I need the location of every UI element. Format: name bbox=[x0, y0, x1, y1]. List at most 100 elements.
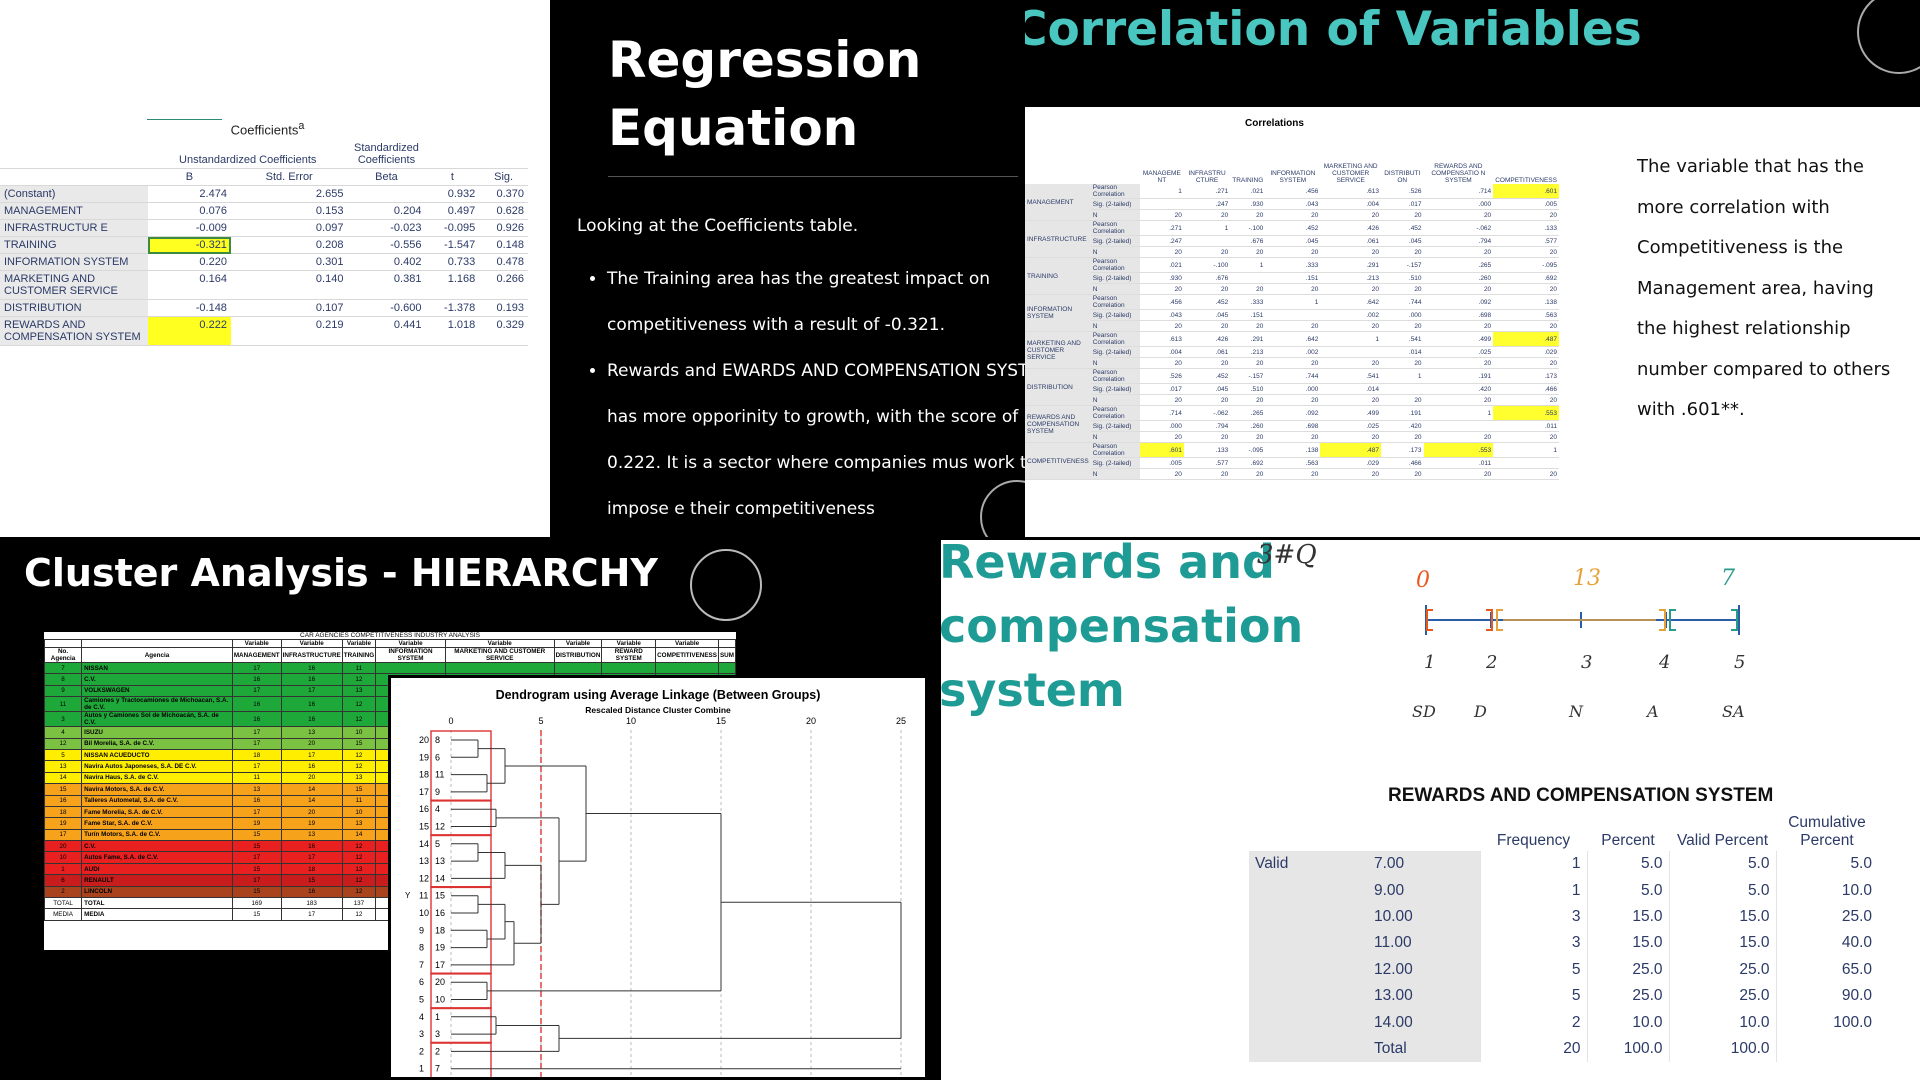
sig-spacer bbox=[479, 138, 528, 169]
cell-beta: 0.381 bbox=[347, 270, 426, 300]
cell: 20 bbox=[1423, 320, 1494, 332]
variable-header: Variable bbox=[375, 639, 446, 648]
cell: 20 bbox=[1183, 394, 1231, 406]
cell: .698 bbox=[1265, 420, 1321, 432]
cell: .499 bbox=[1320, 405, 1381, 421]
cell: .005 bbox=[1493, 198, 1559, 210]
table-row: TRAINING Pearson Correlation .021 -.100 1.33… bbox=[1025, 257, 1559, 295]
cell-infrastructure: 16 bbox=[280, 711, 343, 728]
column-header: DISTRIBUTI ON bbox=[1384, 170, 1421, 184]
x-tick-label: 25 bbox=[896, 716, 906, 726]
leaf-label: 18 bbox=[419, 770, 429, 780]
cell: .526 bbox=[1139, 368, 1184, 384]
coefficients-panel: Coefficientsa Unstandardized Coefficient… bbox=[0, 0, 550, 537]
cell: .000 bbox=[1265, 383, 1321, 395]
agency-name: AUDI bbox=[81, 862, 233, 876]
cell: .676 bbox=[1183, 272, 1231, 284]
cell-beta: -0.600 bbox=[347, 299, 426, 317]
cell: .676 bbox=[1230, 235, 1266, 247]
row-label: INFRASTRUCTURE bbox=[1025, 220, 1091, 258]
case-label: 5 bbox=[435, 839, 440, 849]
agency-name: LINCOLN bbox=[81, 885, 233, 899]
cell: .151 bbox=[1230, 309, 1266, 321]
agency-name: Autos Fame, S.A. de C.V. bbox=[81, 851, 233, 864]
stat-label: N bbox=[1090, 283, 1140, 295]
leaf-label: 6 bbox=[419, 977, 424, 987]
stat-label: Sig. (2-tailed) bbox=[1090, 272, 1140, 284]
cell-training: 12 bbox=[341, 760, 377, 773]
blank-header bbox=[43, 639, 83, 648]
cell: .025 bbox=[1423, 346, 1494, 358]
cell: .092 bbox=[1265, 405, 1321, 421]
case-label: 1 bbox=[435, 1012, 440, 1022]
leaf-label: 19 bbox=[419, 752, 429, 762]
cell-management: 17 bbox=[231, 661, 282, 675]
cell: .577 bbox=[1493, 235, 1559, 247]
valid-label: Valid bbox=[1249, 851, 1368, 878]
cell: .061 bbox=[1183, 346, 1231, 358]
column-header: REWARD SYSTEM bbox=[601, 647, 657, 663]
case-label: 3 bbox=[435, 1029, 440, 1039]
cell-t: 1.168 bbox=[425, 270, 480, 300]
cell-management: 15 bbox=[231, 828, 282, 842]
agency-name: Navira Autos Japoneses, S.A. DE C.V. bbox=[81, 760, 233, 773]
cell-management: 19 bbox=[231, 817, 282, 830]
agency-name: Camiones y Tractocamiones de Michoacan, … bbox=[81, 696, 233, 713]
cell: 20 bbox=[1320, 431, 1381, 443]
case-label: 15 bbox=[435, 891, 445, 901]
stat-label: Pearson Correlation bbox=[1090, 442, 1140, 458]
regression-title-line2: Equation bbox=[608, 99, 859, 157]
stat-label: N bbox=[1090, 431, 1140, 443]
cell: 20 bbox=[1230, 320, 1266, 332]
cell-training: 137 bbox=[341, 897, 377, 910]
cell-management: 15 bbox=[231, 908, 282, 921]
cell: .029 bbox=[1493, 346, 1559, 358]
cell: -.157 bbox=[1230, 368, 1266, 384]
cell-beta: -0.023 bbox=[347, 219, 426, 237]
cell: .577 bbox=[1183, 457, 1231, 469]
cell: .043 bbox=[1265, 198, 1321, 210]
leaf-label: 12 bbox=[419, 873, 429, 883]
cell-beta bbox=[347, 185, 426, 203]
value-label: 9.00 bbox=[1368, 877, 1480, 904]
table-row: Sig. (2-tailed) .004.061.213.002 .014.025.… bbox=[1025, 346, 1559, 358]
row-label: DISTRIBUTION bbox=[1025, 368, 1091, 406]
agency-no: MEDIA bbox=[43, 908, 83, 921]
cell: 20 bbox=[1265, 394, 1321, 406]
row-label: REWARDS AND COMPENSATION SYSTEM bbox=[1025, 405, 1091, 443]
cell-training: 11 bbox=[341, 661, 377, 675]
case-label: 9 bbox=[435, 787, 440, 797]
cell-training: 13 bbox=[341, 684, 377, 698]
cell: .563 bbox=[1265, 457, 1321, 469]
cell-vp: 5.0 bbox=[1668, 851, 1776, 878]
cell: 20 bbox=[1320, 468, 1381, 480]
leaf-label: 3 bbox=[419, 1029, 424, 1039]
correlations-title: Correlations bbox=[1245, 118, 1304, 129]
frequency-table-title: REWARDS AND COMPENSATION SYSTEM bbox=[1388, 785, 1774, 806]
blank-header-2 bbox=[1368, 813, 1480, 851]
variable-row: Variable Variable Variable Variable Variable… bbox=[43, 639, 737, 648]
cell-infrastructure: 20 bbox=[280, 771, 343, 785]
cell-f: 2 bbox=[1479, 1009, 1587, 1036]
table-row: Sig. (2-tailed) .005.577.692.563.029.466.… bbox=[1025, 457, 1559, 469]
agency-name: C.V. bbox=[81, 673, 233, 686]
cumulative-percent-header: Cumulative Percent bbox=[1788, 814, 1866, 849]
correlation-explanation: The variable that has the more correlati… bbox=[1637, 156, 1891, 420]
cell-training: 13 bbox=[341, 771, 377, 785]
table-row: MANAGEMENT 0.076 0.153 0.204 0.497 0.628 bbox=[0, 202, 528, 220]
row-label: MANAGEMENT bbox=[0, 202, 148, 220]
cell-hidden bbox=[655, 661, 719, 675]
table-row: REWARDS AND COMPENSATION SYSTEM 0.222 0.21… bbox=[0, 316, 528, 346]
table-row: Sig. (2-tailed) .043.045.151 .002.000.698.… bbox=[1025, 309, 1559, 321]
value-label: 11.00 bbox=[1368, 930, 1480, 957]
handwritten-13: 13 bbox=[1573, 566, 1601, 591]
logo-icon bbox=[1857, 0, 1920, 74]
cell: .426 bbox=[1320, 220, 1381, 236]
cell-training: 12 bbox=[341, 673, 377, 686]
cell: 20 bbox=[1380, 468, 1424, 480]
t-header: t bbox=[425, 168, 480, 186]
cell-infrastructure: 18 bbox=[280, 862, 343, 876]
cluster-box bbox=[430, 834, 492, 889]
regression-intro: Looking at the Coefficients table. bbox=[577, 216, 859, 236]
cell-infrastructure: 13 bbox=[280, 828, 343, 842]
